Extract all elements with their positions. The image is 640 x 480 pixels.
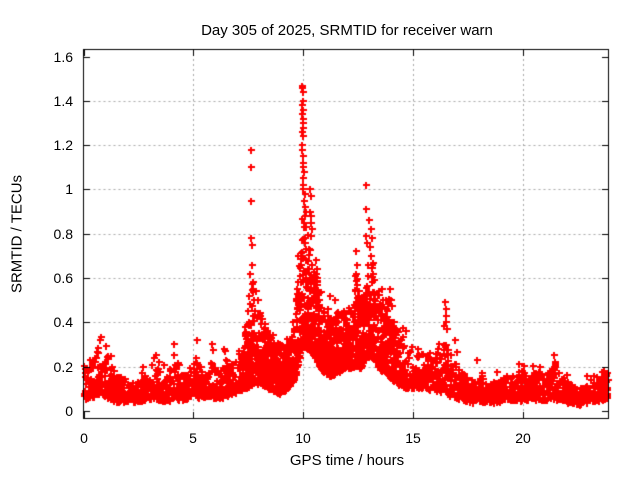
y-tick-label: 0.8: [53, 226, 73, 242]
y-tick-label: 0.2: [53, 359, 73, 375]
y-tick-label: 1.4: [53, 93, 73, 109]
y-tick-label: 1: [65, 181, 73, 197]
x-tick-label: 0: [80, 430, 88, 446]
x-tick-label: 10: [295, 430, 311, 446]
chart-title: Day 305 of 2025, SRMTID for receiver war…: [201, 22, 493, 39]
y-tick-label: 0.6: [53, 270, 73, 286]
x-tick-label: 20: [515, 430, 531, 446]
x-axis-label: GPS time / hours: [289, 452, 405, 469]
x-tick-label: 15: [405, 430, 421, 446]
y-tick-label: 1.2: [53, 137, 73, 153]
y-tick-label: 0.4: [53, 314, 73, 330]
y-tick-label: 0: [65, 403, 73, 419]
x-tick-label: 5: [189, 430, 197, 446]
y-tick-label: 1.6: [53, 49, 73, 65]
